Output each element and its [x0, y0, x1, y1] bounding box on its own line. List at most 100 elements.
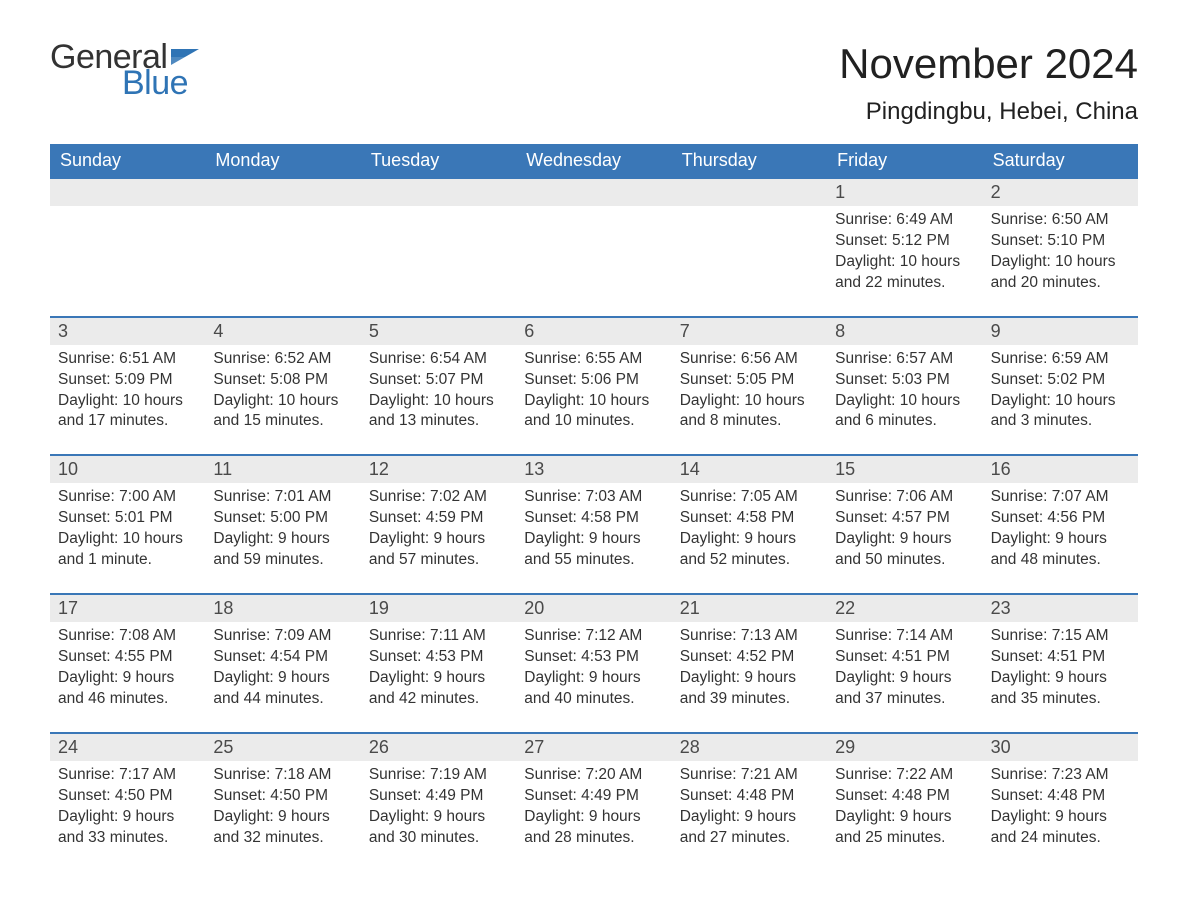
sunrise-text: Sunrise: 6:56 AM — [680, 349, 819, 370]
sunset-text: Sunset: 4:56 PM — [991, 508, 1130, 529]
day-number: 17 — [50, 595, 205, 622]
daylight-text: Daylight: 10 hours and 10 minutes. — [524, 391, 663, 433]
calendar-week: 24Sunrise: 7:17 AMSunset: 4:50 PMDayligh… — [50, 732, 1138, 857]
day-number: 22 — [827, 595, 982, 622]
day-number: 7 — [672, 318, 827, 345]
calendar-week: 1Sunrise: 6:49 AMSunset: 5:12 PMDaylight… — [50, 177, 1138, 302]
sunrise-text: Sunrise: 6:57 AM — [835, 349, 974, 370]
sunset-text: Sunset: 4:55 PM — [58, 647, 197, 668]
sunrise-text: Sunrise: 7:09 AM — [213, 626, 352, 647]
day-body: Sunrise: 6:52 AMSunset: 5:08 PMDaylight:… — [205, 345, 360, 441]
weekday-label: Thursday — [672, 144, 827, 177]
daylight-text: Daylight: 9 hours and 39 minutes. — [680, 668, 819, 710]
day-body: Sunrise: 7:23 AMSunset: 4:48 PMDaylight:… — [983, 761, 1138, 857]
daylight-text: Daylight: 9 hours and 59 minutes. — [213, 529, 352, 571]
calendar-day-cell: 18Sunrise: 7:09 AMSunset: 4:54 PMDayligh… — [205, 595, 360, 718]
day-body: Sunrise: 7:18 AMSunset: 4:50 PMDaylight:… — [205, 761, 360, 857]
sunrise-text: Sunrise: 7:03 AM — [524, 487, 663, 508]
calendar-day-cell: 4Sunrise: 6:52 AMSunset: 5:08 PMDaylight… — [205, 318, 360, 441]
day-body: Sunrise: 7:21 AMSunset: 4:48 PMDaylight:… — [672, 761, 827, 857]
title-block: November 2024 Pingdingbu, Hebei, China — [839, 40, 1138, 126]
calendar-week: 17 Sunrise: 7:08 AMSunset: 4:55 PM Dayligh… — [50, 593, 1138, 718]
day-body: Sunrise: 7:20 AMSunset: 4:49 PMDaylight:… — [516, 761, 671, 857]
daylight-text: Daylight: 10 hours and 22 minutes. — [835, 252, 974, 294]
sunrise-text: Sunrise: 6:55 AM — [524, 349, 663, 370]
day-body: Sunrise: 7:22 AMSunset: 4:48 PMDaylight:… — [827, 761, 982, 857]
daylight-text: Daylight: 9 hours and 28 minutes. — [524, 807, 663, 849]
calendar-day-cell: 25Sunrise: 7:18 AMSunset: 4:50 PMDayligh… — [205, 734, 360, 857]
daylight-text: Daylight: 9 hours and 24 minutes. — [991, 807, 1130, 849]
sunrise-text: Sunrise: 7:22 AM — [835, 765, 974, 786]
day-number: 28 — [672, 734, 827, 761]
day-body: Sunrise: 7:00 AMSunset: 5:01 PMDaylight:… — [50, 483, 205, 579]
calendar-day-cell: 1Sunrise: 6:49 AMSunset: 5:12 PMDaylight… — [827, 179, 982, 302]
calendar-day-cell: 29Sunrise: 7:22 AMSunset: 4:48 PMDayligh… — [827, 734, 982, 857]
sunset-text: Sunset: 4:57 PM — [835, 508, 974, 529]
sunset-text: Sunset: 4:48 PM — [991, 786, 1130, 807]
sunset-text: Sunset: 5:00 PM — [213, 508, 352, 529]
day-number — [516, 179, 671, 206]
calendar-day-cell: 5Sunrise: 6:54 AMSunset: 5:07 PMDaylight… — [361, 318, 516, 441]
sunset-text: Sunset: 4:52 PM — [680, 647, 819, 668]
sunset-text: Sunset: 4:50 PM — [213, 786, 352, 807]
day-body: Sunrise: 6:51 AMSunset: 5:09 PMDaylight:… — [50, 345, 205, 441]
sunrise-text: Sunrise: 7:17 AM — [58, 765, 197, 786]
day-body: Sunrise: 6:59 AMSunset: 5:02 PMDaylight:… — [983, 345, 1138, 441]
day-body: Sunrise: 7:01 AMSunset: 5:00 PMDaylight:… — [205, 483, 360, 579]
daylight-text: Daylight: 9 hours and 44 minutes. — [213, 668, 352, 710]
day-number: 9 — [983, 318, 1138, 345]
sunrise-text: Sunrise: 6:49 AM — [835, 210, 974, 231]
sunset-text: Sunset: 4:54 PM — [213, 647, 352, 668]
day-body: Sunrise: 7:11 AMSunset: 4:53 PMDaylight:… — [361, 622, 516, 718]
calendar-day-cell: 8Sunrise: 6:57 AMSunset: 5:03 PMDaylight… — [827, 318, 982, 441]
calendar-day-cell: 7Sunrise: 6:56 AMSunset: 5:05 PMDaylight… — [672, 318, 827, 441]
sunrise-text: Sunrise: 7:18 AM — [213, 765, 352, 786]
day-body: Sunrise: 7:14 AMSunset: 4:51 PMDaylight:… — [827, 622, 982, 718]
calendar-day-cell: 2Sunrise: 6:50 AMSunset: 5:10 PMDaylight… — [983, 179, 1138, 302]
sunrise-text: Sunrise: 7:01 AM — [213, 487, 352, 508]
daylight-text: Daylight: 9 hours and 33 minutes. — [58, 807, 197, 849]
calendar-day-cell: 20Sunrise: 7:12 AMSunset: 4:53 PMDayligh… — [516, 595, 671, 718]
weekday-header-row: Sunday Monday Tuesday Wednesday Thursday… — [50, 144, 1138, 177]
flag-icon — [171, 47, 199, 67]
day-number — [50, 179, 205, 206]
calendar-day-cell: 12Sunrise: 7:02 AMSunset: 4:59 PMDayligh… — [361, 456, 516, 579]
sunset-text: Sunset: 4:59 PM — [369, 508, 508, 529]
day-number: 2 — [983, 179, 1138, 206]
calendar-day-cell — [672, 179, 827, 302]
day-number: 18 — [205, 595, 360, 622]
day-body — [361, 206, 516, 218]
day-body — [672, 206, 827, 218]
daylight-text: Daylight: 9 hours and 52 minutes. — [680, 529, 819, 571]
calendar-day-cell: 10Sunrise: 7:00 AMSunset: 5:01 PMDayligh… — [50, 456, 205, 579]
day-number: 23 — [983, 595, 1138, 622]
sunrise-text: Sunrise: 7:19 AM — [369, 765, 508, 786]
day-body: Sunrise: 7:15 AMSunset: 4:51 PMDaylight:… — [983, 622, 1138, 718]
day-number: 30 — [983, 734, 1138, 761]
day-body: Sunrise: 7:09 AMSunset: 4:54 PMDaylight:… — [205, 622, 360, 718]
day-number: 20 — [516, 595, 671, 622]
day-number: 19 — [361, 595, 516, 622]
sunrise-text: Sunrise: 7:14 AM — [835, 626, 974, 647]
day-number — [361, 179, 516, 206]
daylight-text: Daylight: 9 hours and 35 minutes. — [991, 668, 1130, 710]
sunrise-text: Sunrise: 7:12 AM — [524, 626, 663, 647]
sunset-text: Sunset: 5:02 PM — [991, 370, 1130, 391]
sunrise-text: Sunrise: 7:08 AM — [58, 626, 197, 647]
calendar-day-cell: 6Sunrise: 6:55 AMSunset: 5:06 PMDaylight… — [516, 318, 671, 441]
calendar-day-cell: 28Sunrise: 7:21 AMSunset: 4:48 PMDayligh… — [672, 734, 827, 857]
day-number: 27 — [516, 734, 671, 761]
calendar-week: 3Sunrise: 6:51 AMSunset: 5:09 PMDaylight… — [50, 316, 1138, 441]
sunrise-text: Sunrise: 7:23 AM — [991, 765, 1130, 786]
weekday-label: Tuesday — [361, 144, 516, 177]
sunrise-text: Sunrise: 6:51 AM — [58, 349, 197, 370]
calendar-day-cell: 26Sunrise: 7:19 AMSunset: 4:49 PMDayligh… — [361, 734, 516, 857]
sunset-text: Sunset: 4:53 PM — [369, 647, 508, 668]
calendar-day-cell: 11Sunrise: 7:01 AMSunset: 5:00 PMDayligh… — [205, 456, 360, 579]
sunrise-text: Sunrise: 6:54 AM — [369, 349, 508, 370]
day-body: Sunrise: 7:02 AMSunset: 4:59 PMDaylight:… — [361, 483, 516, 579]
sunset-text: Sunset: 5:10 PM — [991, 231, 1130, 252]
daylight-text: Daylight: 9 hours and 48 minutes. — [991, 529, 1130, 571]
day-body — [516, 206, 671, 218]
weeks-container: 1Sunrise: 6:49 AMSunset: 5:12 PMDaylight… — [50, 177, 1138, 856]
